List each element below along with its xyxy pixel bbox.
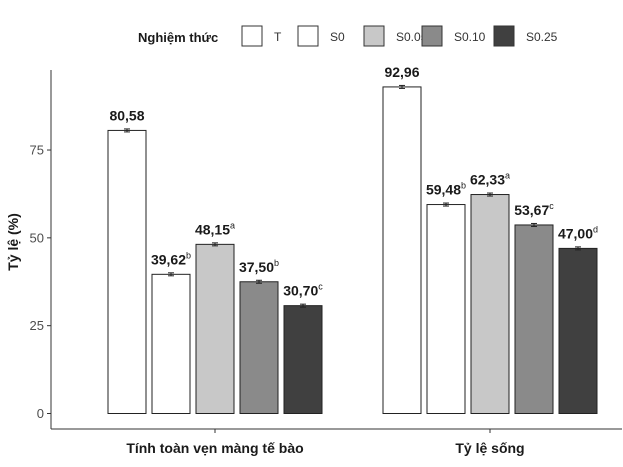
- significance-letter: b: [274, 258, 279, 268]
- legend-item-label: S0: [330, 30, 345, 44]
- bar: [107, 129, 147, 414]
- data-label: 62,33a: [470, 171, 510, 188]
- bar: [514, 224, 554, 414]
- x-tick-label: Tỷ lệ sống: [455, 440, 524, 456]
- legend-key: [241, 25, 263, 47]
- legend-key: [493, 25, 515, 47]
- y-tick-label: 25: [30, 318, 44, 333]
- bar: [239, 281, 279, 415]
- legend-key: [363, 25, 385, 47]
- legend-title: Nghiệm thức: [138, 30, 218, 45]
- y-tick-label: 50: [30, 230, 44, 245]
- data-label: 37,50b: [239, 258, 279, 275]
- legend-item-label: S0.10: [454, 30, 486, 44]
- bar: [470, 194, 510, 414]
- data-label: 59,48b: [426, 181, 466, 198]
- legend-item-label: S0.25: [526, 30, 558, 44]
- bar: [426, 204, 466, 414]
- data-label: 30,70c: [283, 282, 323, 299]
- data-label: 39,62b: [151, 250, 191, 267]
- data-label: 47,00d: [558, 224, 598, 241]
- y-tick-label: 0: [37, 406, 44, 421]
- significance-letter: b: [461, 181, 466, 191]
- y-tick-label: 75: [30, 143, 44, 158]
- significance-letter: d: [593, 224, 598, 234]
- data-label: 92,96: [384, 64, 419, 80]
- bar: [382, 86, 422, 414]
- legend-item-label: T: [274, 30, 282, 44]
- significance-letter: c: [318, 282, 323, 292]
- legend: Nghiệm thức T S0 S0.05 S0.10 S0.25: [138, 25, 558, 47]
- significance-letter: c: [549, 201, 554, 211]
- significance-letter: b: [186, 250, 191, 260]
- significance-letter: a: [505, 171, 510, 181]
- legend-item-label: S0.05: [396, 30, 428, 44]
- x-tick-label: Tính toàn vẹn màng tế bào: [126, 440, 303, 456]
- data-label: 48,15a: [195, 220, 235, 237]
- bar: [151, 273, 191, 414]
- bar: [195, 243, 235, 414]
- legend-key: [421, 25, 443, 47]
- significance-letter: a: [230, 220, 235, 230]
- plot-area: 0 25 50 75 80,58 92,96 39,62b 59,48b 48,15a 62,33…: [30, 64, 622, 456]
- bar: [558, 247, 598, 414]
- bar: [283, 305, 323, 415]
- y-axis-label: Tỷ lệ (%): [5, 213, 21, 271]
- legend-key: [297, 25, 319, 47]
- data-label: 80,58: [109, 107, 144, 123]
- data-label: 53,67c: [514, 201, 554, 218]
